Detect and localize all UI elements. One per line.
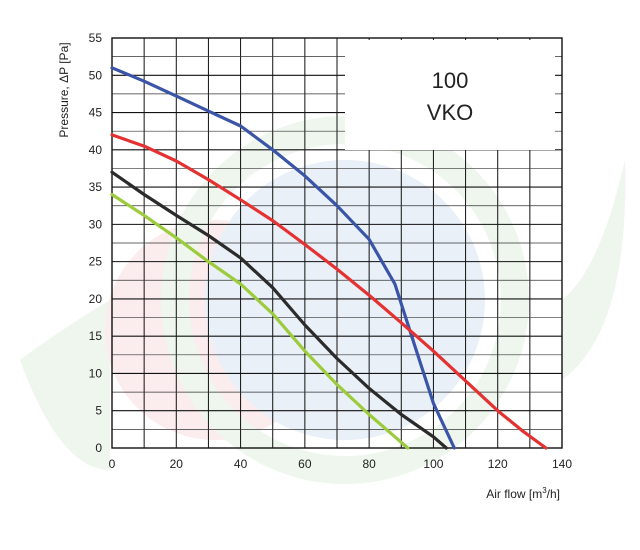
series-line-1 [110, 66, 456, 450]
y-tick-label: 30 [89, 217, 103, 231]
y-tick-label: 45 [89, 106, 103, 120]
x-tick-label: 40 [234, 457, 248, 471]
series-line-2 [110, 133, 548, 450]
y-tick-label: 25 [89, 255, 103, 269]
y-tick-label: 20 [89, 292, 103, 306]
x-axis-title-main: Air flow [m [486, 487, 542, 501]
series-lines [110, 66, 548, 450]
watermark-left-wing [20, 300, 110, 470]
watermark-right-wing [562, 160, 626, 380]
background-watermark [20, 116, 626, 484]
x-axis-title: Air flow [m3/h] [486, 486, 560, 501]
series-line-3 [110, 170, 448, 450]
x-tick-label: 140 [552, 457, 572, 471]
x-tick-label: 20 [170, 457, 184, 471]
x-axis-title-sup: 3 [542, 486, 547, 495]
y-tick-label: 0 [95, 441, 102, 455]
series-line-4 [110, 192, 410, 450]
model-inset: 100 VKO [345, 40, 555, 150]
x-tick-label: 0 [109, 457, 116, 471]
plot-frame [111, 37, 563, 449]
y-tick-label: 40 [89, 143, 103, 157]
y-tick-label: 15 [89, 329, 103, 343]
y-tick-label: 10 [89, 366, 103, 380]
x-tick-label: 80 [362, 457, 376, 471]
x-tick-label: 100 [423, 457, 443, 471]
x-axis-title-tail: /h] [547, 487, 560, 501]
y-tick-label: 35 [89, 180, 103, 194]
model-inset-line1: 100 [432, 68, 469, 93]
y-tick-label: 55 [89, 31, 103, 45]
model-inset-box [345, 40, 555, 150]
y-tick-label: 50 [89, 68, 103, 82]
x-tick-label: 120 [488, 457, 508, 471]
axes: 0 20 40 60 80 100 120 140 0 5 10 15 20 25 30 35 40 45 50 55 [89, 31, 573, 471]
y-axis-title: Pressure, ΔP [Pa] [57, 42, 71, 137]
watermark-blue-disc [205, 160, 485, 440]
y-tick-label: 5 [95, 404, 102, 418]
x-tick-label: 60 [298, 457, 312, 471]
model-inset-line2: VKO [427, 100, 473, 125]
